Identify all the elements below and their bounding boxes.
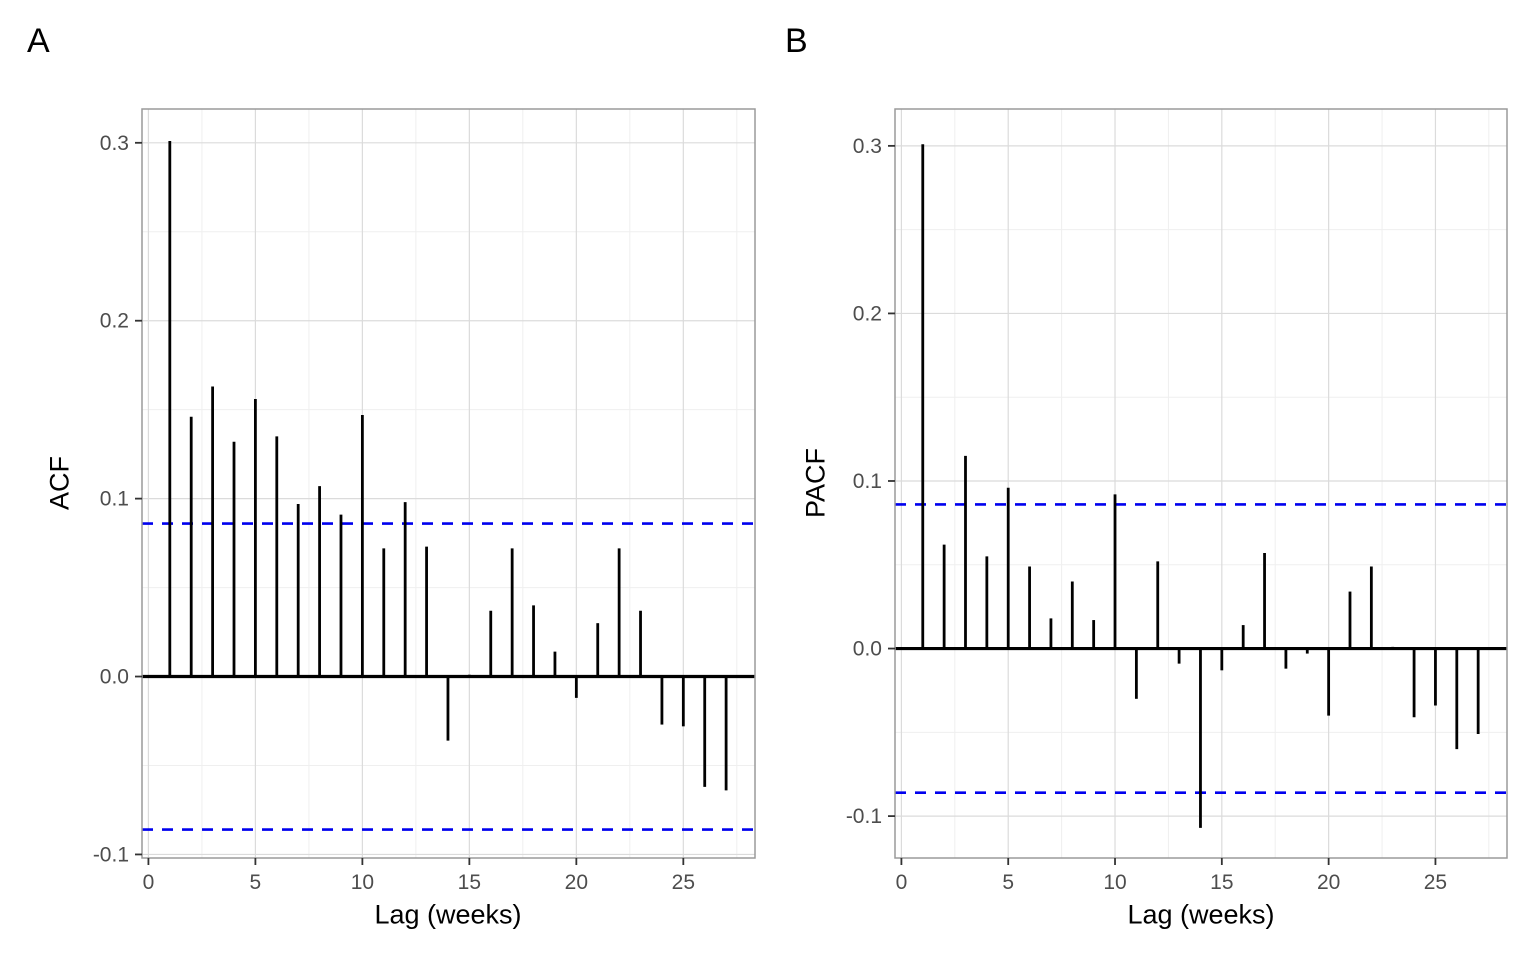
y-tick-label: -0.1 (846, 805, 882, 828)
x-tick-label: 20 (565, 871, 588, 894)
x-tick-label: 25 (672, 871, 695, 894)
y-tick-label: 0.3 (100, 132, 129, 155)
y-tick-label: 0.0 (100, 666, 129, 689)
x-tick-label: 15 (458, 871, 481, 894)
x-tick-label: 10 (1103, 871, 1126, 894)
panel-b-letter: B (785, 22, 808, 60)
y-tick-label: 0.1 (100, 488, 129, 511)
y-tick-label: 0.3 (853, 135, 882, 158)
x-tick-label: 5 (250, 871, 262, 894)
x-tick-label: 20 (1317, 871, 1340, 894)
y-tick-label: 0.1 (853, 470, 882, 493)
x-tick-label: 10 (351, 871, 374, 894)
y-tick-label: 0.2 (100, 310, 129, 333)
x-tick-label: 5 (1002, 871, 1014, 894)
panel-border (141, 108, 756, 859)
x-tick-label: 0 (143, 871, 155, 894)
x-tick-label: 0 (896, 871, 908, 894)
panel-a-letter: A (27, 22, 50, 60)
x-tick-label: 15 (1210, 871, 1233, 894)
panel-acf: 0.3 0.2 0.1 0.0 -0.1 0 5 10 15 20 25 (93, 108, 756, 894)
y-tick-label: 0.0 (853, 638, 882, 661)
pacf-x-axis-title: Lag (weeks) (1127, 899, 1275, 930)
y-tick-label: -0.1 (93, 843, 129, 866)
panel-pacf: 0.3 0.2 0.1 0.0 -0.1 0 5 10 15 20 25 (846, 108, 1508, 894)
acf-x-axis-title: Lag (weeks) (374, 899, 522, 930)
panel-border (894, 108, 1508, 859)
x-tick-label: 25 (1424, 871, 1447, 894)
y-tick-label: 0.2 (853, 302, 882, 325)
pacf-y-axis-title: PACF (800, 447, 831, 519)
acf-y-axis-title: ACF (44, 456, 75, 510)
